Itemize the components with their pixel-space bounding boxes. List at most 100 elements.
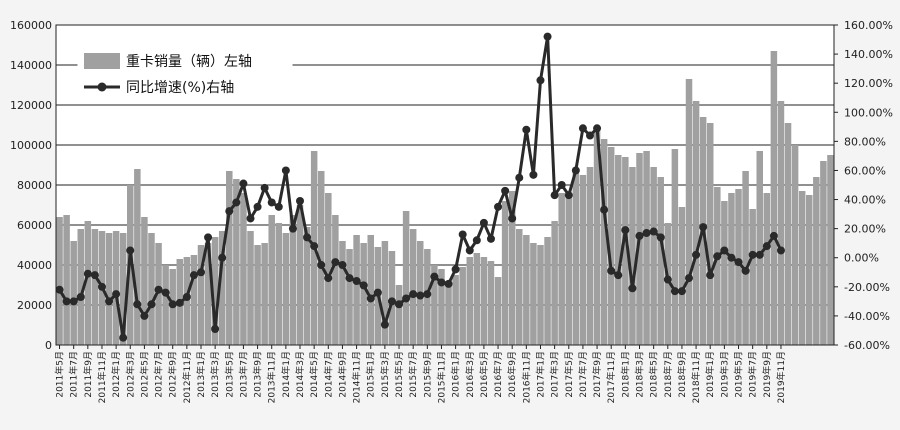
bar bbox=[247, 231, 254, 345]
line-point bbox=[430, 272, 439, 281]
right-axis-tick-label: 80.00% bbox=[844, 135, 886, 148]
bar bbox=[805, 195, 813, 345]
line-point bbox=[253, 202, 262, 211]
x-axis-tick-label: 2012年3月 bbox=[124, 351, 136, 398]
line-point bbox=[621, 226, 630, 235]
bar bbox=[459, 267, 466, 345]
x-axis-tick-label: 2018年9月 bbox=[676, 351, 688, 398]
bar bbox=[537, 245, 544, 345]
bar bbox=[296, 205, 304, 345]
bar bbox=[141, 217, 148, 345]
line-point bbox=[543, 32, 552, 41]
bar bbox=[685, 79, 693, 345]
bar bbox=[233, 179, 240, 345]
x-axis-tick-label: 2011年11月 bbox=[96, 351, 108, 403]
bar bbox=[77, 229, 85, 345]
line-point bbox=[748, 250, 757, 259]
line-point bbox=[260, 183, 269, 192]
line-point bbox=[345, 274, 354, 283]
bar bbox=[671, 149, 679, 345]
bar bbox=[593, 131, 601, 345]
bar bbox=[551, 221, 558, 345]
right-axis-tick-label: 0.00% bbox=[844, 252, 879, 265]
bar bbox=[572, 173, 580, 345]
line-point bbox=[550, 191, 559, 200]
line-point bbox=[677, 287, 686, 296]
bar bbox=[56, 217, 63, 345]
line-point bbox=[246, 214, 255, 223]
line-point bbox=[69, 297, 78, 306]
x-axis-tick-label: 2018年7月 bbox=[662, 351, 674, 398]
line-point bbox=[585, 131, 594, 140]
line-point bbox=[218, 253, 227, 262]
bar bbox=[431, 265, 438, 345]
left-axis-tick-label: 40000 bbox=[17, 259, 52, 272]
x-axis-tick-label: 2012年11月 bbox=[181, 351, 193, 403]
bar bbox=[770, 51, 778, 345]
line-point bbox=[62, 297, 71, 306]
line-point bbox=[635, 231, 644, 240]
line-point bbox=[699, 223, 708, 232]
line-point bbox=[380, 320, 389, 329]
line-point bbox=[140, 311, 149, 320]
bar bbox=[664, 223, 672, 345]
line-point bbox=[762, 242, 771, 251]
left-axis-tick-label: 140000 bbox=[10, 59, 52, 72]
x-axis-tick-label: 2019年5月 bbox=[733, 351, 745, 398]
x-axis-tick-label: 2015年5月 bbox=[393, 351, 405, 398]
right-axis-tick-label: 140.00% bbox=[844, 48, 893, 61]
x-axis-tick-label: 2013年5月 bbox=[223, 351, 235, 398]
line-point bbox=[366, 294, 375, 303]
plot-frame bbox=[55, 24, 835, 346]
bar bbox=[360, 243, 367, 345]
bar bbox=[749, 209, 756, 345]
x-axis-tick-label: 2012年9月 bbox=[167, 351, 179, 398]
line-point bbox=[486, 234, 495, 243]
bar bbox=[813, 177, 820, 345]
left-axis-tick-label: 120000 bbox=[10, 99, 52, 112]
x-axis-tick-label: 2018年11月 bbox=[690, 351, 702, 403]
x-axis-tick-label: 2016年11月 bbox=[520, 351, 532, 403]
line-point bbox=[416, 291, 425, 300]
x-axis-tick-label: 2015年3月 bbox=[379, 351, 391, 398]
x-axis-tick-label: 2016年3月 bbox=[464, 351, 476, 398]
bar bbox=[466, 257, 474, 345]
legend-line-marker bbox=[97, 82, 107, 92]
bar bbox=[63, 215, 70, 345]
line-point bbox=[402, 294, 411, 303]
right-axis-tick-label: -20.00% bbox=[844, 281, 890, 294]
left-axis-tick-label: 60000 bbox=[17, 219, 52, 232]
bar bbox=[501, 201, 509, 345]
bar bbox=[353, 235, 360, 345]
line-point bbox=[557, 181, 566, 189]
x-axis-tick-label: 2017年7月 bbox=[577, 351, 589, 398]
line-point bbox=[734, 258, 743, 267]
bar bbox=[438, 269, 445, 345]
bar bbox=[282, 233, 290, 345]
bar bbox=[261, 243, 268, 345]
bar bbox=[508, 191, 516, 345]
bar bbox=[544, 237, 551, 345]
line-point bbox=[755, 250, 764, 259]
bar bbox=[714, 187, 721, 345]
line-point bbox=[310, 242, 319, 251]
x-axis-tick-label: 2017年11月 bbox=[605, 351, 617, 403]
line-point bbox=[600, 205, 609, 214]
x-axis-tick-label: 2013年11月 bbox=[266, 351, 278, 403]
right-axis-tick-label: -40.00% bbox=[844, 310, 890, 323]
bar bbox=[226, 171, 233, 345]
left-axis: 0 20000 40000 60000 80000 100000 120000 140000 1… bbox=[10, 19, 52, 352]
bar bbox=[798, 191, 806, 345]
bar bbox=[367, 235, 374, 345]
bar bbox=[820, 161, 827, 345]
x-axis-tick-label: 2014年9月 bbox=[336, 351, 348, 398]
line-point bbox=[720, 246, 729, 255]
bar bbox=[381, 241, 389, 345]
bar bbox=[650, 167, 657, 345]
x-axis-tick-label: 2016年1月 bbox=[450, 351, 462, 398]
line-point bbox=[571, 166, 580, 175]
right-axis-tick-label: 20.00% bbox=[844, 223, 886, 236]
bar bbox=[643, 151, 650, 345]
x-axis-tick-label: 2013年1月 bbox=[195, 351, 207, 398]
line-point bbox=[593, 124, 602, 133]
